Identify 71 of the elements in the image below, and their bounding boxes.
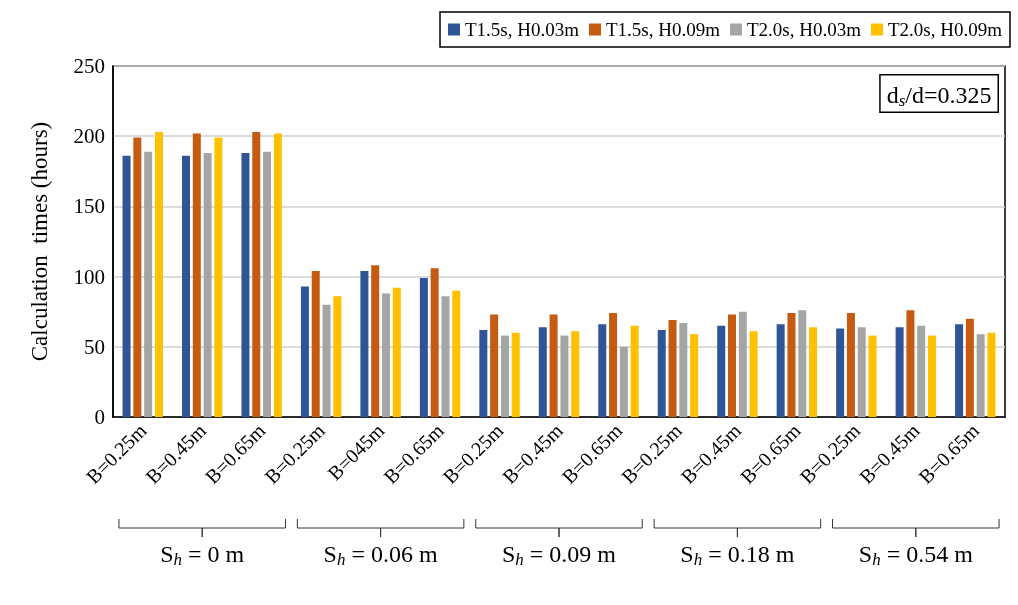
y-tick-label: 250	[73, 54, 105, 78]
bar	[214, 137, 223, 417]
bar	[273, 133, 282, 417]
bar	[479, 329, 488, 417]
bar	[490, 314, 499, 417]
bar	[182, 155, 190, 417]
bar	[452, 290, 461, 417]
bar	[360, 270, 369, 417]
bar	[241, 153, 250, 417]
legend-label: T2.0s, H0.03m	[747, 19, 862, 40]
bar	[976, 334, 985, 417]
bar	[787, 313, 796, 417]
bar	[263, 151, 272, 417]
bar	[392, 287, 401, 417]
bar	[154, 131, 163, 417]
bar	[538, 327, 547, 417]
y-tick-label: 50	[84, 334, 105, 359]
legend-label: T1.5s, H0.03m	[465, 19, 580, 40]
bar	[717, 325, 726, 417]
bar	[144, 151, 153, 417]
bar	[311, 270, 320, 417]
bar	[371, 265, 380, 417]
bar	[441, 296, 450, 417]
bar	[690, 334, 699, 417]
y-tick-label: 200	[73, 124, 105, 149]
bar	[300, 286, 309, 417]
bar	[965, 318, 974, 417]
bar	[598, 324, 607, 417]
bar	[203, 153, 212, 417]
bar	[630, 325, 639, 417]
bar	[322, 304, 331, 417]
bar	[430, 268, 439, 417]
bar	[798, 310, 807, 417]
bar	[571, 331, 580, 417]
bar	[192, 133, 201, 417]
bar	[382, 293, 390, 417]
bar	[560, 335, 569, 417]
bar	[668, 320, 677, 417]
bar	[857, 327, 866, 417]
y-tick-label: 150	[73, 194, 105, 219]
legend-label: T2.0s, H0.09m	[888, 19, 1003, 40]
bar	[749, 331, 758, 417]
bar	[776, 324, 785, 417]
bar	[738, 311, 747, 417]
bar	[333, 296, 342, 417]
bar	[917, 325, 926, 417]
bar	[511, 332, 520, 417]
y-tick-label: 0	[94, 405, 105, 429]
bar	[500, 335, 509, 417]
bar	[619, 346, 628, 417]
bar	[928, 335, 936, 417]
bar	[846, 313, 855, 417]
bar	[609, 313, 618, 417]
bar	[955, 324, 964, 417]
bar	[133, 137, 142, 417]
bar	[987, 332, 996, 417]
legend-label: T1.5s, H0.09m	[606, 19, 721, 40]
bar	[836, 328, 845, 417]
y-axis-title: Calculation times (hours)	[27, 121, 52, 362]
bar	[906, 310, 915, 417]
bar	[895, 327, 904, 417]
bar	[549, 314, 558, 417]
bar	[679, 322, 688, 417]
bar	[419, 278, 428, 417]
bar	[122, 155, 131, 417]
bar	[809, 327, 818, 417]
bar	[252, 131, 261, 417]
bar	[657, 329, 666, 417]
bar	[728, 314, 736, 417]
y-tick-label: 100	[73, 264, 105, 289]
bar	[868, 335, 877, 417]
